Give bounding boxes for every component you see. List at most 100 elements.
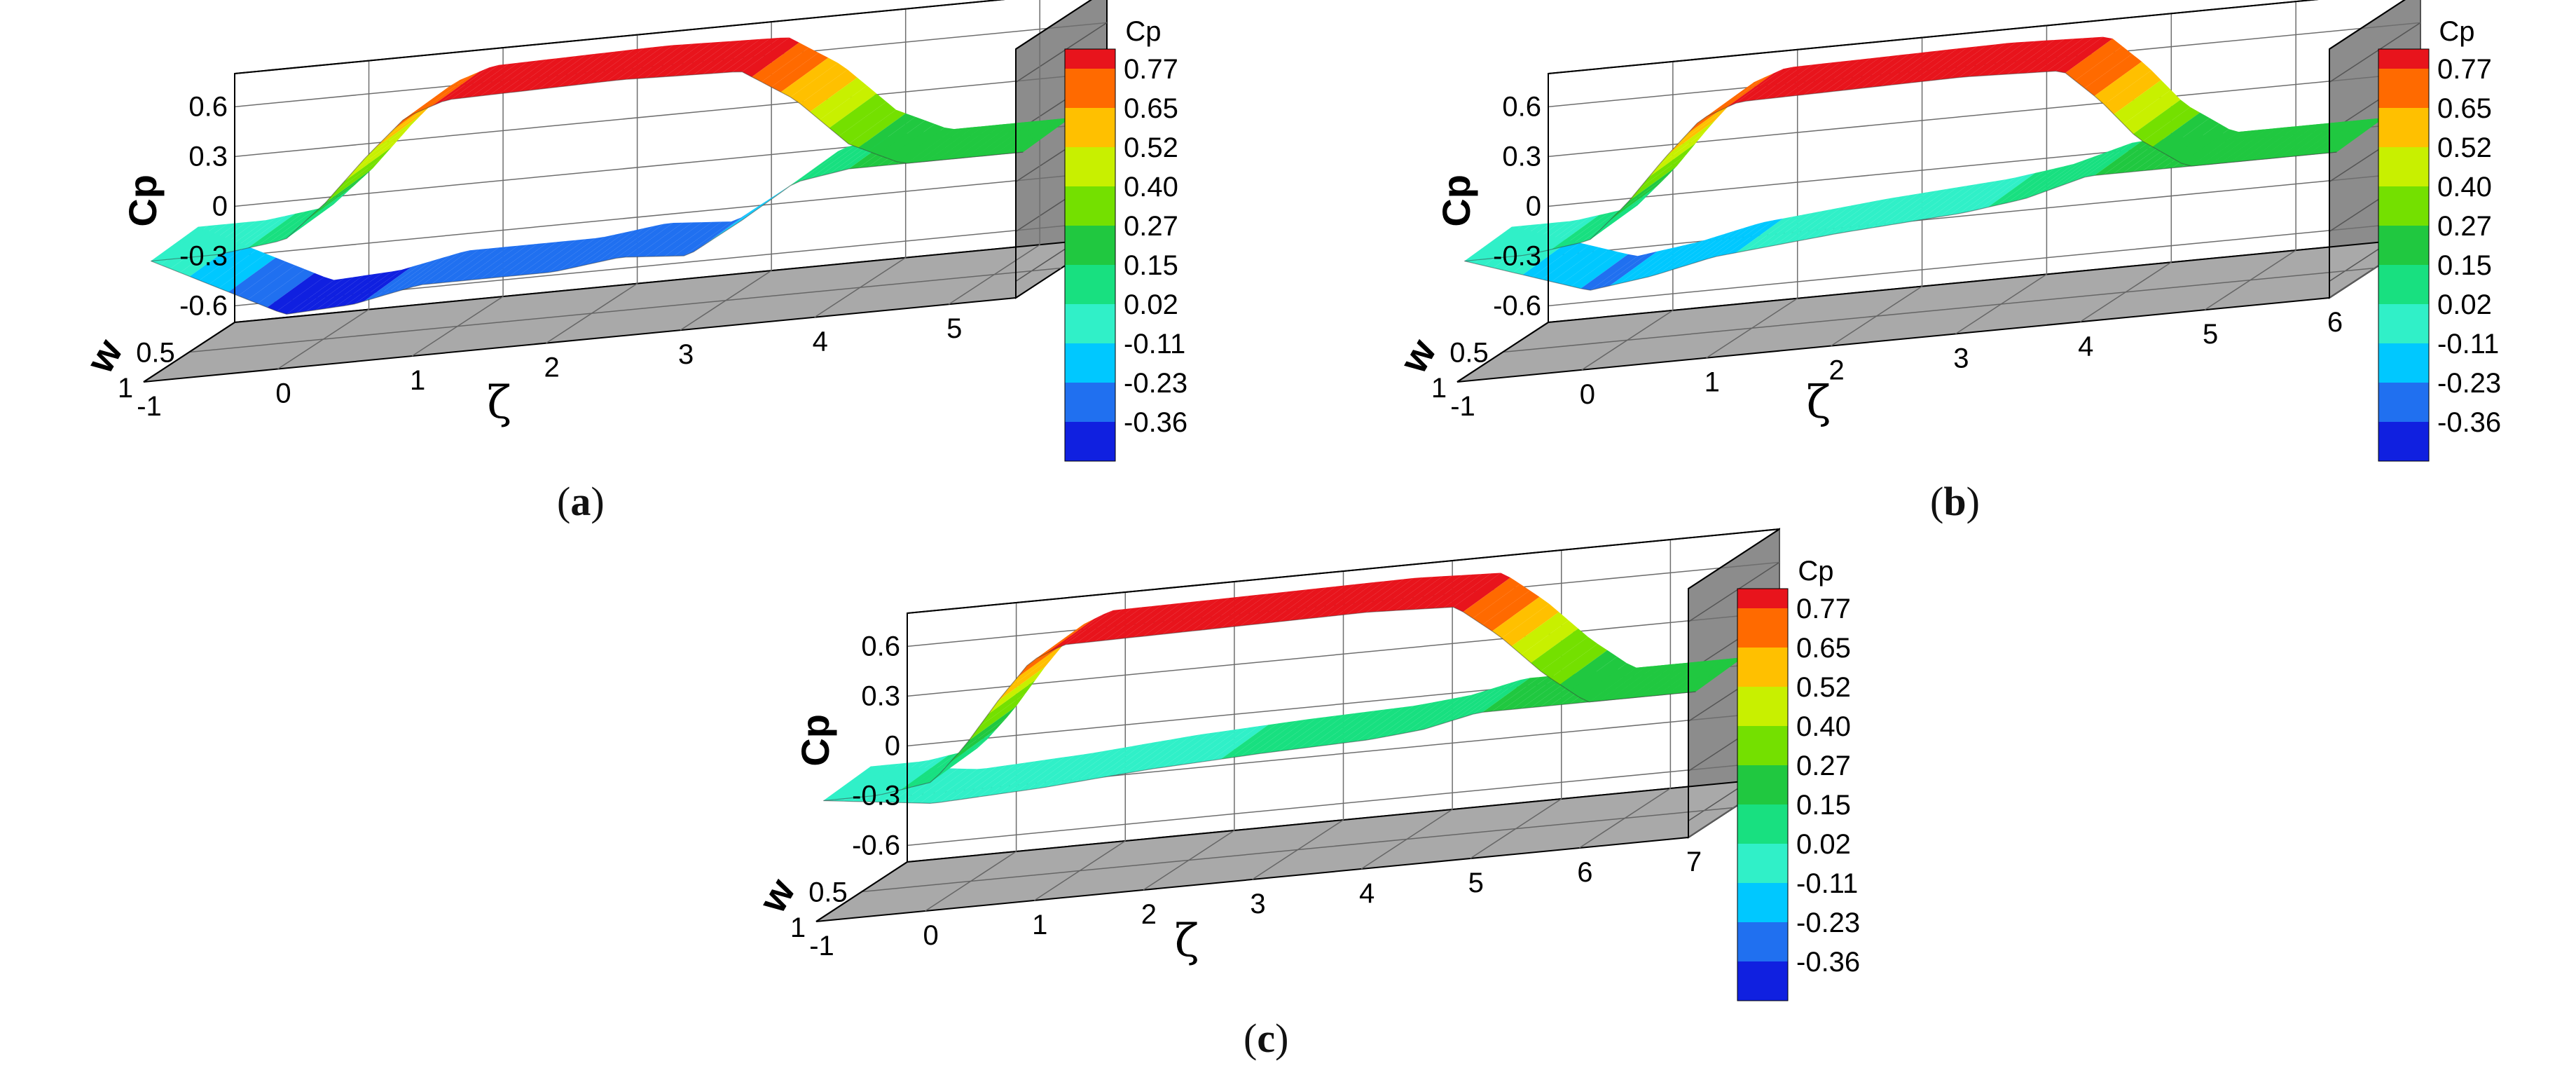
upper-surface bbox=[1813, 58, 1871, 94]
upper-surface bbox=[1346, 579, 1404, 615]
upper-surface bbox=[1765, 63, 1822, 100]
lower-surface bbox=[1765, 211, 1822, 247]
upper-surface bbox=[2172, 123, 2229, 164]
upper-surface bbox=[1230, 591, 1288, 627]
lower-surface bbox=[1871, 192, 1929, 228]
upper-surface bbox=[1541, 636, 1598, 678]
colorbar-swatch bbox=[1065, 147, 1115, 186]
colorbar-swatch bbox=[1737, 608, 1788, 648]
upper-surface bbox=[858, 113, 916, 151]
lower-surface bbox=[1755, 212, 1812, 249]
x-tick-label: 4 bbox=[2078, 331, 2093, 362]
lower-surface bbox=[219, 254, 276, 292]
upper-surface bbox=[1639, 143, 1696, 189]
upper-surface bbox=[2268, 123, 2326, 159]
lower-surface bbox=[364, 263, 422, 301]
lower-surface bbox=[1978, 172, 2035, 210]
upper-surface bbox=[1152, 600, 1211, 636]
panel-b: -1 0 1 2 3 4 5 6 0.6 0.3 0 -0.3 -0.6 Cp ζ 1 0.5 w Cp 0.77 0.… bbox=[1314, 0, 2575, 491]
upper-surface bbox=[916, 127, 974, 163]
lower-surface bbox=[1532, 242, 1590, 280]
upper-surface bbox=[852, 762, 910, 798]
lower-surface bbox=[1192, 727, 1249, 764]
upper-surface bbox=[2220, 128, 2278, 163]
colorbar-swatch bbox=[1065, 265, 1115, 304]
upper-surface bbox=[926, 126, 984, 162]
upper-surface bbox=[829, 93, 887, 136]
lower-surface bbox=[1939, 181, 1997, 217]
lower-surface bbox=[1433, 689, 1492, 727]
upper-surface bbox=[1036, 619, 1094, 659]
upper-surface bbox=[1929, 45, 1987, 81]
lower-surface bbox=[1803, 203, 1861, 240]
upper-surface bbox=[1220, 592, 1278, 629]
z-tick-label: -0.6 bbox=[852, 830, 900, 861]
colorbar-swatch bbox=[2378, 226, 2429, 265]
lower-surface bbox=[1881, 190, 1938, 226]
colorbar-label: 0.77 bbox=[1796, 594, 1851, 624]
lower-surface bbox=[470, 245, 528, 280]
colorbar-frame bbox=[2378, 48, 2430, 462]
upper-surface bbox=[945, 124, 1003, 160]
lower-surface bbox=[910, 768, 968, 803]
z-tick-label: 0.6 bbox=[188, 91, 228, 122]
upper-surface bbox=[901, 753, 958, 790]
colorbar-swatch bbox=[1737, 648, 1788, 687]
lower-surface bbox=[1619, 247, 1677, 284]
upper-surface bbox=[1697, 82, 1754, 123]
lower-surface bbox=[1697, 224, 1754, 262]
upper-surface bbox=[780, 57, 838, 97]
upper-surface bbox=[2298, 121, 2355, 156]
upper-surface bbox=[1852, 54, 1910, 90]
upper-surface bbox=[2191, 130, 2249, 166]
colorbar-label: -0.11 bbox=[1796, 868, 1858, 899]
grid-line-z-side bbox=[1688, 561, 1780, 622]
z-tick-label: 0.6 bbox=[1502, 91, 1541, 122]
upper-surface bbox=[1463, 577, 1520, 619]
upper-surface bbox=[1114, 604, 1171, 640]
upper-surface bbox=[1550, 643, 1608, 685]
lower-surface bbox=[1648, 240, 1706, 278]
upper-surface bbox=[1542, 214, 1599, 252]
lower-surface bbox=[800, 144, 857, 182]
lower-surface bbox=[1230, 722, 1288, 758]
upper-surface bbox=[354, 125, 412, 170]
lower-surface bbox=[2016, 163, 2074, 201]
upper-surface bbox=[694, 39, 751, 75]
z-tick-label: -0.3 bbox=[179, 240, 228, 271]
colorbar-label: 0.15 bbox=[1124, 250, 1178, 281]
upper-surface bbox=[761, 48, 819, 88]
colorbar-swatch bbox=[1737, 589, 1788, 608]
upper-surface bbox=[1676, 658, 1734, 694]
upper-surface bbox=[1978, 41, 2035, 76]
lower-surface bbox=[1463, 680, 1520, 718]
upper-surface bbox=[480, 60, 538, 96]
upper-surface bbox=[1056, 610, 1113, 649]
upper-surface bbox=[1094, 606, 1152, 642]
lower-surface bbox=[1405, 697, 1462, 733]
upper-surface bbox=[2084, 54, 2142, 96]
upper-surface bbox=[470, 62, 528, 97]
z-tick-label: 0 bbox=[885, 730, 900, 761]
lower-surface bbox=[305, 275, 364, 312]
x-tick-label: -1 bbox=[137, 391, 162, 422]
lower-surface bbox=[1580, 254, 1638, 291]
lower-surface bbox=[1609, 249, 1667, 286]
upper-surface bbox=[1211, 594, 1269, 629]
x-tick-label: 1 bbox=[1032, 910, 1047, 940]
lower-surface bbox=[1861, 193, 1919, 230]
lower-surface bbox=[2084, 141, 2142, 177]
upper-surface bbox=[548, 53, 605, 88]
upper-surface bbox=[654, 42, 712, 78]
upper-surface bbox=[2210, 129, 2268, 165]
colorbar-swatch bbox=[1065, 186, 1115, 226]
x-tick-label: 6 bbox=[1577, 857, 1592, 888]
lower-surface bbox=[2094, 140, 2151, 176]
lower-surface bbox=[1910, 186, 1968, 222]
lower-surface bbox=[480, 243, 538, 280]
upper-surface bbox=[209, 220, 266, 256]
upper-surface bbox=[1201, 594, 1259, 631]
lower-surface bbox=[509, 240, 567, 277]
upper-surface bbox=[1464, 226, 1522, 261]
lower-surface bbox=[1279, 715, 1336, 751]
